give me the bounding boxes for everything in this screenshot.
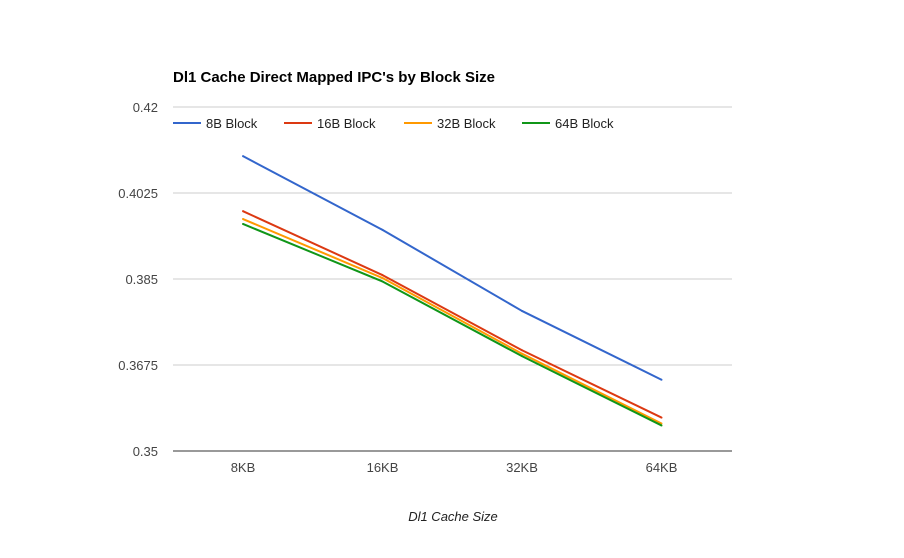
data-point (521, 352, 523, 355)
data-point (381, 277, 384, 280)
gridlines (173, 106, 732, 452)
series-lines (242, 155, 663, 427)
series-line-32b-block (242, 218, 662, 425)
legend: 8B Block 16B Block 32B Block 64B Block (173, 116, 614, 131)
data-point (381, 280, 384, 283)
legend-label: 8B Block (206, 116, 258, 131)
data-point (242, 210, 244, 213)
chart-title: Dl1 Cache Direct Mapped IPC's by Block S… (173, 69, 495, 86)
legend-item[interactable]: 32B Block (404, 116, 496, 131)
data-point (521, 355, 523, 358)
legend-label: 64B Block (555, 116, 614, 131)
data-point (660, 422, 663, 425)
y-axis-ticks: 0.35 0.3675 0.385 0.4025 0.42 (118, 100, 158, 459)
x-tick-label: 16KB (367, 460, 399, 475)
series-line-64b-block (242, 223, 662, 427)
legend-item[interactable]: 16B Block (284, 116, 376, 131)
data-point (660, 424, 663, 427)
data-point (242, 155, 244, 158)
x-axis-ticks: 8KB 16KB 32KB 64KB (231, 460, 678, 475)
series-line-16b-block (242, 210, 662, 419)
x-tick-label: 32KB (506, 460, 538, 475)
x-axis-label: Dl1 Cache Size (408, 509, 498, 524)
data-point (242, 218, 244, 221)
data-point (660, 416, 663, 419)
legend-label: 32B Block (437, 116, 496, 131)
data-point (521, 349, 523, 352)
x-tick-label: 8KB (231, 460, 256, 475)
series-line-8b-block (242, 155, 662, 381)
data-point (381, 228, 384, 231)
y-tick-label: 0.3675 (118, 358, 158, 373)
x-tick-label: 64KB (646, 460, 678, 475)
y-tick-label: 0.42 (133, 100, 158, 115)
data-point (381, 274, 384, 277)
legend-label: 16B Block (317, 116, 376, 131)
legend-item[interactable]: 8B Block (173, 116, 258, 131)
y-tick-label: 0.35 (133, 444, 158, 459)
y-tick-label: 0.4025 (118, 186, 158, 201)
legend-item[interactable]: 64B Block (522, 116, 614, 131)
data-point (660, 378, 663, 381)
data-point (521, 309, 523, 312)
data-point (242, 222, 244, 225)
y-tick-label: 0.385 (125, 272, 158, 287)
